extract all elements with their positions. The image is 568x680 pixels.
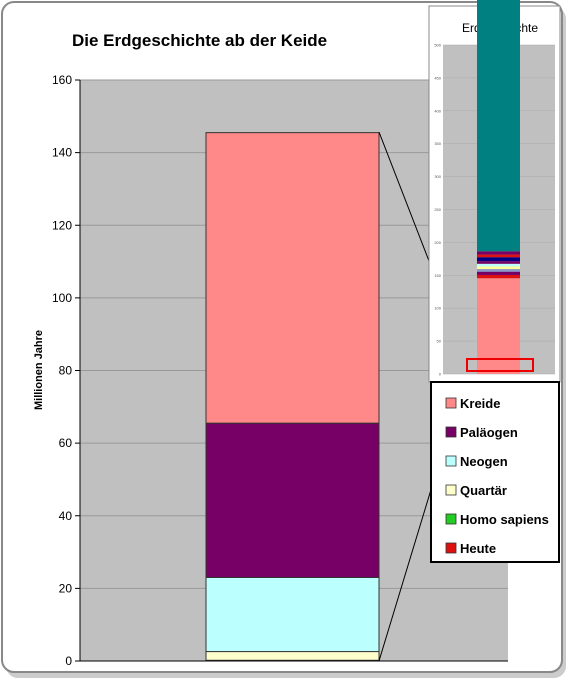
legend-label: Homo sapiens: [460, 512, 549, 527]
y-tick-label: 80: [59, 364, 73, 378]
y-tick-label: 20: [59, 581, 73, 595]
y-tick-label: 160: [52, 73, 72, 87]
legend-swatch: [445, 397, 457, 409]
inset-y-axis: 0 50 100 150 200 250 300 350 400 450 500: [434, 43, 441, 377]
legend-item: Kreide: [445, 396, 500, 411]
legend-item: Paläogen: [445, 425, 518, 440]
y-tick-label: 140: [52, 146, 72, 160]
legend-swatch: [445, 542, 457, 554]
legend-label: Heute: [460, 541, 496, 556]
inset-y-tick-label: 500: [434, 43, 441, 48]
inset-highlight-box: [466, 358, 534, 372]
inset-bar-segment: [477, 0, 520, 252]
inset-y-tick-label: 250: [434, 207, 441, 212]
inset-y-tick-label: 50: [437, 339, 442, 344]
legend-swatch: [445, 513, 457, 525]
legend-swatch: [445, 484, 457, 496]
legend-box: [430, 381, 560, 563]
y-axis: 0 20 40 60 80 100 120 140 160: [52, 73, 80, 668]
legend-label: Paläogen: [460, 425, 518, 440]
legend-label: Neogen: [460, 454, 508, 469]
inset-bar-segment: [477, 254, 520, 258]
bar-segment-neogen: [205, 576, 380, 653]
legend-label: Kreide: [460, 396, 500, 411]
inset-bar-segment: [477, 266, 520, 270]
legend-swatch: [445, 455, 457, 467]
inset-bar-segment: [477, 261, 520, 264]
legend-item: Neogen: [445, 454, 508, 469]
legend-label: Quartär: [460, 483, 507, 498]
inset-y-tick-label: 400: [434, 108, 441, 113]
inset-bar-segment: [477, 269, 520, 272]
legend-swatch: [445, 426, 457, 438]
chart-title: Die Erdgeschichte ab der Keide: [72, 31, 327, 50]
y-tick-label: 0: [65, 654, 72, 668]
inset-y-tick-label: 0: [439, 372, 442, 377]
inset-bar-segment: [477, 271, 520, 275]
y-tick-label: 60: [59, 436, 73, 450]
inset-bar-segment: [477, 251, 520, 255]
bar-segment-kreide: [205, 132, 380, 424]
y-axis-label: Millionen Jahre: [33, 330, 45, 410]
inset-bar-segment: [477, 257, 520, 262]
inset-bar-segment: [477, 274, 520, 279]
inset-y-tick-label: 350: [434, 141, 441, 146]
legend-item: Quartär: [445, 483, 507, 498]
y-tick-label: 100: [52, 291, 72, 305]
inset-y-tick-label: 450: [434, 75, 441, 80]
inset-y-tick-label: 200: [434, 240, 441, 245]
stacked-bar: [205, 132, 380, 662]
bar-segment-pal-ogen: [205, 422, 380, 578]
y-tick-label: 40: [59, 509, 73, 523]
bar-segment-quart-r: [205, 651, 380, 661]
inset-y-tick-label: 300: [434, 174, 441, 179]
inset-y-tick-label: 100: [434, 306, 441, 311]
inset-chart: Erdgeschichte 05010015020025030035040045…: [428, 0, 561, 383]
inset-stacked-bar: [477, 0, 520, 374]
inset-y-tick-label: 150: [434, 273, 441, 278]
legend: Kreide Paläogen Neogen Quartär Homo sapiens H…: [430, 381, 560, 563]
legend-item: Homo sapiens: [445, 512, 549, 527]
inset-bar-segment: [477, 263, 520, 267]
y-tick-label: 120: [52, 218, 72, 232]
legend-item: Heute: [445, 541, 496, 556]
